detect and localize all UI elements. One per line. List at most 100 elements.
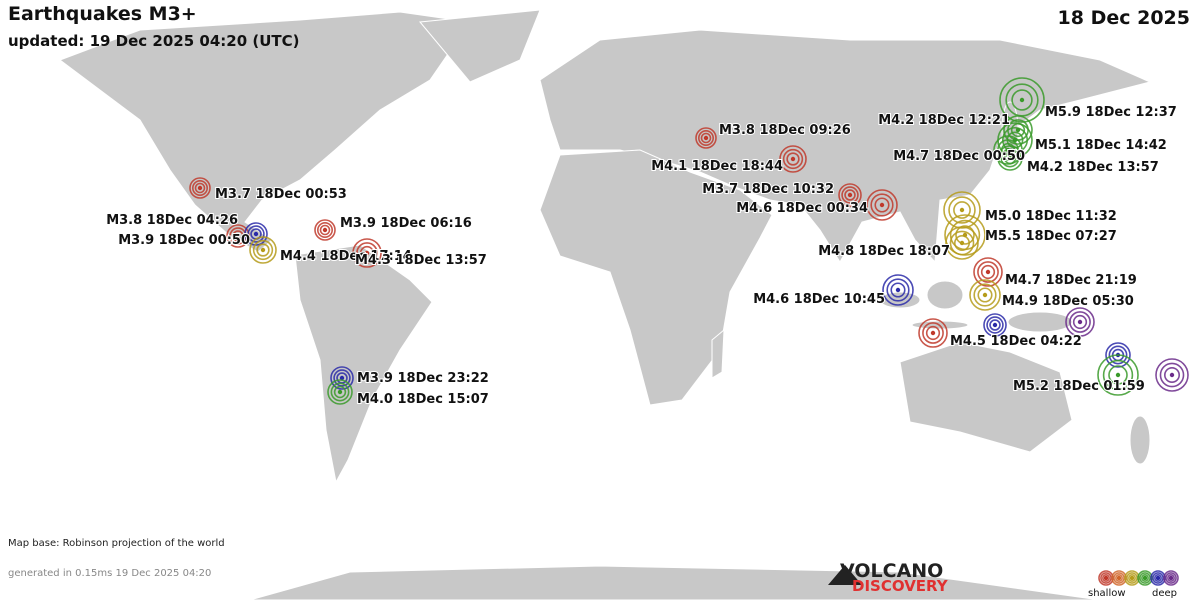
quake-ring [1072,314,1088,330]
quake-ring [327,379,353,405]
quake-ring [352,238,382,268]
quake-ring [256,243,270,257]
quake-ring [232,230,244,242]
quake-label: M4.4 18Dec 17:14 [280,249,412,264]
quake-center [895,287,901,293]
quake-ring [838,183,862,207]
quake-ring [953,201,971,219]
quake-marker [249,236,277,264]
quake-ring [1105,342,1131,368]
quake-ring [700,132,712,144]
quake-ring [1005,83,1039,117]
quake-ring [1167,574,1175,582]
generated: generated in 0.15ms 19 Dec 2025 04:20 [8,568,211,579]
quake-ring [1001,126,1029,154]
quake-label: M4.2 18Dec 13:57 [1027,160,1159,175]
quake-ring [1126,572,1138,584]
quake-center [790,156,796,162]
quake-label: M5.9 18Dec 12:37 [1045,105,1177,120]
quake-ring [1108,365,1128,385]
logo-line2: DISCOVERY [852,577,949,595]
title: Earthquakes M3+ [8,3,197,25]
quake-ring [1102,359,1134,391]
quake-marker [352,238,382,268]
quake-ring [977,261,999,283]
quake-center [339,375,345,381]
quake-label: M5.0 18Dec 11:32 [985,209,1117,224]
quake-ring [1155,358,1189,392]
quake-ring [249,236,277,264]
quake-marker [314,219,336,241]
quake-ring [1108,345,1128,365]
quake-ring [359,245,375,261]
quake-ring [1115,574,1123,582]
quake-ring [999,77,1045,123]
quake-layer: M3.7 18Dec 00:53 M3.8 18Dec 04:26 M3.9 18D… [105,77,1189,408]
quake-center [959,207,965,213]
quake-center [235,233,241,239]
quake-ring [1154,574,1162,582]
quake-center [982,292,988,298]
quake-label: M5.2 18Dec 01:59 [1013,379,1145,394]
quake-marker [999,77,1045,123]
quake-label: M4.8 18Dec 18:07 [818,244,950,259]
quake-ring [1000,148,1020,168]
quake-center [1142,575,1148,581]
quake-label: M5.1 18Dec 14:42 [1035,138,1167,153]
quake-label: M5.5 18Dec 07:27 [985,229,1117,244]
quake-ring [841,186,859,204]
quake-label: M4.7 18Dec 21:19 [1005,273,1137,288]
quake-ring [1128,574,1136,582]
quake-ring [1097,354,1139,396]
quake-label: M3.8 18Dec 09:26 [719,123,851,138]
quake-label: M4.3 18Dec 13:57 [355,253,487,268]
quake-ring [333,369,351,387]
quake-center [197,185,203,191]
quake-ring [955,225,975,245]
quake-ring [844,189,856,201]
quake-label: M3.7 18Dec 00:53 [215,187,347,202]
quake-marker [838,183,862,207]
quake-center [337,389,343,395]
quake-ring [918,318,948,348]
quake-ring [874,197,890,213]
quake-ring [1065,307,1095,337]
quake-ring [1098,570,1114,586]
quake-label: M3.9 18Dec 23:22 [357,371,489,386]
quake-center [1168,575,1174,581]
quake-ring [973,257,1003,287]
quake-marker [943,191,981,229]
quake-ring [786,152,800,166]
quake-marker [327,379,353,405]
quake-center [1169,372,1175,378]
quake-ring [1163,570,1179,586]
quake-center [847,192,853,198]
quake-ring [1159,362,1185,388]
quake-ring [1102,574,1110,582]
quake-ring [977,287,993,303]
quake-ring [882,274,914,306]
quake-ring [697,130,714,147]
quake-center [1077,319,1083,325]
quake-ring [925,325,941,341]
new-zealand [1129,415,1151,465]
quake-marker [866,189,898,221]
quake-ring [1165,572,1177,584]
quake-center [364,250,370,256]
quake-center [1129,575,1135,581]
quake-ring [997,145,1023,171]
quake-ring [1069,311,1091,333]
land [58,9,1152,600]
quake-ring [870,193,894,217]
quake-ring [1011,89,1033,111]
quake-ring [779,145,807,173]
quake-ring [1139,572,1151,584]
quake-label: M3.9 18Dec 00:50 [118,233,250,248]
quake-center [1155,575,1161,581]
australia [899,341,1073,453]
quake-label: M4.6 18Dec 00:34 [736,201,868,216]
quake-label: M4.2 18Dec 12:21 [878,113,1010,128]
quake-marker [882,274,914,306]
quake-ring [993,135,1023,165]
